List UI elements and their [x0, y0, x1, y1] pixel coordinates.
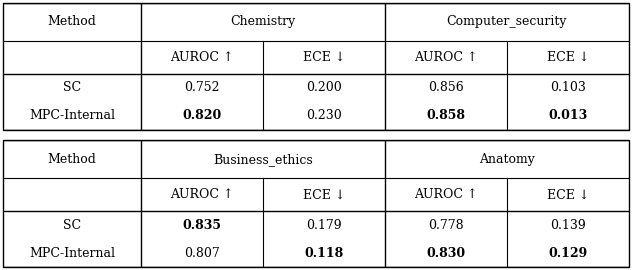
Text: 0.179: 0.179: [306, 219, 342, 232]
Text: AUROC ↑: AUROC ↑: [170, 188, 234, 201]
Text: MPC-Internal: MPC-Internal: [29, 247, 115, 260]
Text: Chemistry: Chemistry: [230, 15, 295, 28]
Text: 0.103: 0.103: [550, 81, 586, 94]
Text: 0.856: 0.856: [428, 81, 464, 94]
Text: 0.835: 0.835: [182, 219, 221, 232]
Text: MPC-Internal: MPC-Internal: [29, 109, 115, 122]
Text: 0.830: 0.830: [426, 247, 465, 260]
Text: AUROC ↑: AUROC ↑: [414, 188, 478, 201]
Text: ECE ↓: ECE ↓: [547, 188, 589, 201]
Text: 0.013: 0.013: [548, 109, 588, 122]
Text: 0.139: 0.139: [550, 219, 586, 232]
Text: SC: SC: [63, 219, 81, 232]
Text: 0.118: 0.118: [304, 247, 343, 260]
Text: AUROC ↑: AUROC ↑: [414, 51, 478, 64]
Text: AUROC ↑: AUROC ↑: [170, 51, 234, 64]
Text: 0.858: 0.858: [427, 109, 465, 122]
Text: Method: Method: [47, 15, 97, 28]
Text: 0.230: 0.230: [306, 109, 342, 122]
Text: ECE ↓: ECE ↓: [547, 51, 589, 64]
Text: 0.200: 0.200: [306, 81, 342, 94]
Text: 0.820: 0.820: [182, 109, 221, 122]
Text: Computer_security: Computer_security: [447, 15, 567, 28]
Text: 0.778: 0.778: [428, 219, 464, 232]
Text: Anatomy: Anatomy: [479, 153, 535, 166]
Text: 0.752: 0.752: [184, 81, 219, 94]
Text: 0.129: 0.129: [548, 247, 588, 260]
Text: ECE ↓: ECE ↓: [303, 188, 345, 201]
Text: SC: SC: [63, 81, 81, 94]
Text: 0.807: 0.807: [184, 247, 220, 260]
Text: Method: Method: [47, 153, 97, 166]
Text: Business_ethics: Business_ethics: [213, 153, 313, 166]
Text: ECE ↓: ECE ↓: [303, 51, 345, 64]
